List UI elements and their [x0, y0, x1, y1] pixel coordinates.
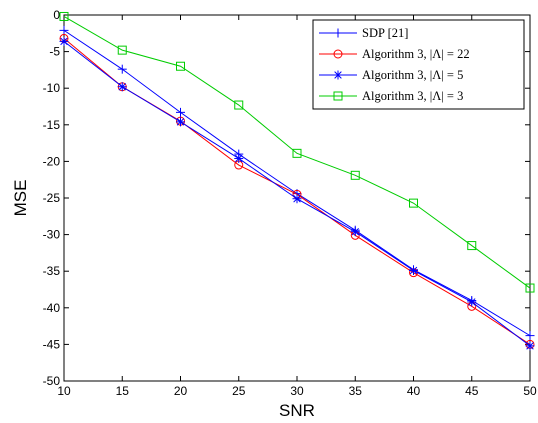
y-axis-label: MSE: [11, 180, 30, 217]
legend-marker: [333, 49, 343, 59]
data-point: [59, 25, 69, 35]
x-tick-label: 35: [349, 384, 363, 398]
y-tick-label: -20: [43, 154, 61, 168]
legend-entry: SDP [21]: [319, 26, 408, 40]
x-tick-label: 50: [523, 384, 537, 398]
legend-entry: Algorithm 3, |Λ| = 22: [319, 47, 470, 61]
y-tick-label: -35: [43, 264, 61, 278]
data-point: [467, 241, 477, 251]
data-point: [409, 265, 418, 275]
legend-label: SDP [21]: [362, 26, 408, 40]
x-axis-label: SNR: [279, 401, 315, 420]
data-point: [292, 148, 302, 158]
y-tick-label: -15: [43, 118, 61, 132]
data-point: [59, 36, 69, 46]
legend-marker: [333, 70, 343, 80]
series-4: [59, 11, 535, 293]
data-point: [176, 61, 185, 71]
x-tick-label: 30: [290, 384, 304, 398]
y-tick-label: -45: [43, 337, 61, 351]
data-point: [117, 45, 127, 55]
data-point: [117, 82, 127, 92]
y-tick-label: -50: [43, 374, 61, 388]
x-tick-label: 10: [57, 384, 71, 398]
data-point: [234, 100, 244, 110]
legend-entry: Algorithm 3, |Λ| = 3: [319, 89, 463, 103]
legend: SDP [21] Algorithm 3, |Λ| = 22 Algorithm 3…: [312, 19, 525, 110]
data-point: [525, 341, 535, 351]
data-point: [409, 198, 418, 208]
x-tick-label: 20: [174, 384, 188, 398]
x-tick-label: 45: [465, 384, 479, 398]
y-tick-label: -30: [43, 228, 61, 242]
series-3: [59, 36, 535, 351]
data-point: [234, 153, 244, 163]
legend-label: Algorithm 3, |Λ| = 22: [362, 47, 470, 61]
series-layer: [59, 11, 535, 351]
y-tick-label: -40: [43, 301, 61, 315]
y-tick-label: -5: [49, 45, 60, 59]
data-point: [176, 107, 185, 117]
legend-marker: [333, 28, 343, 38]
data-point: [117, 64, 127, 74]
data-point: [350, 227, 360, 237]
data-point: [292, 194, 302, 204]
y-tick-label: 0: [53, 8, 60, 22]
data-point: [467, 297, 477, 307]
data-point: [59, 11, 69, 21]
legend-marker: [333, 91, 343, 101]
legend-box: [312, 19, 525, 110]
legend-entry: Algorithm 3, |Λ| = 5: [319, 68, 463, 82]
legend-label: Algorithm 3, |Λ| = 3: [362, 89, 463, 103]
data-point: [525, 283, 535, 293]
series-line: [63, 16, 531, 289]
x-tick-label: 40: [407, 384, 421, 398]
axis-ticks: 10 15 20 25 30 35 40 45 50 0 -5 -10 -15 -20 -25 -30 -35 -…: [43, 8, 537, 398]
data-point: [525, 331, 535, 341]
x-tick-label: 15: [116, 384, 130, 398]
x-tick-label: 25: [232, 384, 246, 398]
data-point: [350, 170, 360, 180]
legend-label: Algorithm 3, |Λ| = 5: [362, 68, 463, 82]
y-tick-label: -10: [43, 81, 61, 95]
data-point: [176, 117, 185, 127]
y-tick-label: -25: [43, 191, 61, 205]
